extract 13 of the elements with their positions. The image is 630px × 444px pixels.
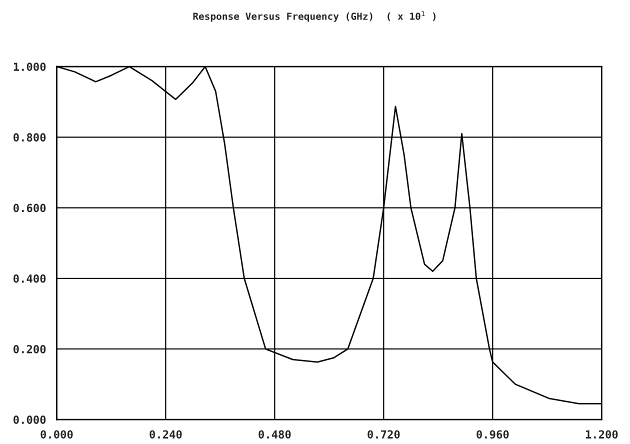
x-tick-label: 0.720 xyxy=(368,430,400,439)
y-tick-label: 0.000 xyxy=(14,416,46,424)
x-tick-label: 1.200 xyxy=(586,430,618,439)
y-tick-label: 0.800 xyxy=(14,133,46,142)
y-tick-label: 1.000 xyxy=(14,62,46,71)
x-tick-label: 0.960 xyxy=(476,430,509,439)
x-tick-label: 0.240 xyxy=(150,430,182,439)
y-tick-label: 0.200 xyxy=(14,344,46,354)
x-tick-label: 0.480 xyxy=(258,430,291,439)
chart-title: Response Versus Frequency (GHz) ( x 10$^{1}$ ) xyxy=(193,11,436,22)
x-tick-label: 0.000 xyxy=(40,430,73,439)
y-tick-label: 0.600 xyxy=(14,204,46,212)
y-tick-label: 0.400 xyxy=(14,274,46,283)
